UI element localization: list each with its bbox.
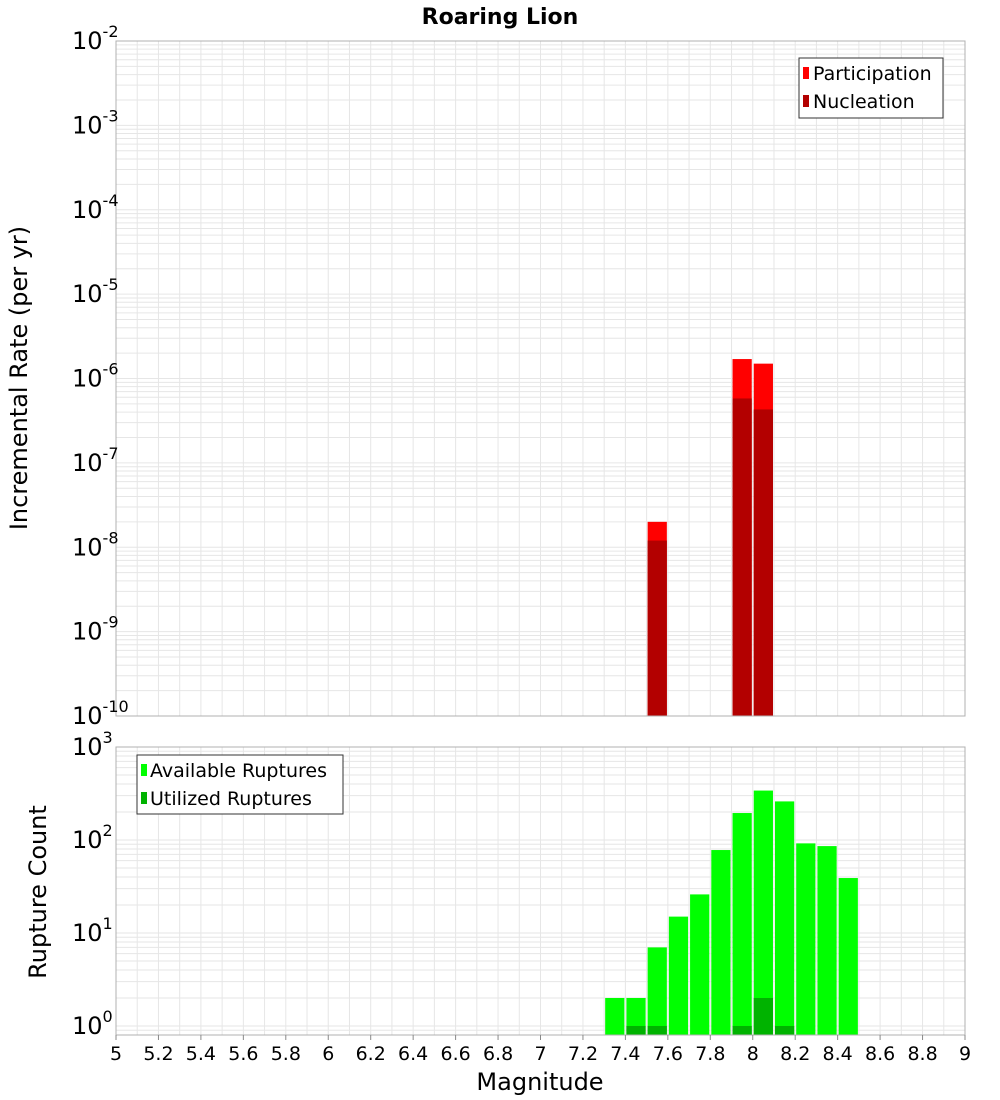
legend-utilized-label: Utilized Ruptures	[150, 788, 312, 810]
y-tick-label: 101	[72, 914, 113, 947]
x-tick-label: 5	[110, 1043, 122, 1065]
bar-utilized-ruptures	[732, 1025, 752, 1035]
y-tick-label: 100	[72, 1007, 113, 1040]
x-tick-label: 5.8	[271, 1043, 301, 1065]
bar-nucleation	[647, 540, 667, 716]
y-tick-label: 102	[72, 821, 113, 854]
y-tick-label: 10-9	[72, 613, 119, 646]
x-tick-label: 8.2	[780, 1043, 810, 1065]
legend-nucleation-label: Nucleation	[813, 91, 915, 113]
bottom-y-axis-label: Rupture Count	[24, 805, 52, 979]
x-tick-label: 7.4	[610, 1043, 640, 1065]
bottom-legend: Available Ruptures Utilized Ruptures	[136, 754, 344, 815]
x-tick-label: 6.2	[356, 1043, 386, 1065]
top-legend: Participation Nucleation	[798, 57, 944, 119]
bar-nucleation	[732, 398, 752, 716]
x-tick-label: 6.6	[440, 1043, 470, 1065]
bar-available-ruptures	[711, 850, 731, 1035]
y-tick-label: 10-6	[72, 360, 119, 393]
x-axis-label: Magnitude	[476, 1068, 603, 1096]
y-tick-label: 10-7	[72, 444, 119, 477]
x-tick-label: 6.8	[483, 1043, 513, 1065]
x-tick-label: 8.4	[823, 1043, 853, 1065]
bar-available-ruptures	[690, 894, 710, 1035]
top-y-axis-label: Incremental Rate (per yr)	[5, 226, 33, 530]
bar-nucleation	[753, 409, 773, 716]
y-tick-label: 10-4	[72, 191, 119, 224]
x-tick-label: 6	[322, 1043, 334, 1065]
y-tick-label: 10-2	[72, 22, 119, 55]
x-tick-label: 8.8	[907, 1043, 937, 1065]
bar-available-ruptures	[626, 997, 646, 1035]
x-tick-label: 8.6	[865, 1043, 895, 1065]
bar-utilized-ruptures	[647, 1025, 667, 1035]
legend-nucleation-swatch	[803, 95, 809, 107]
bar-available-ruptures	[732, 813, 752, 1035]
y-tick-label: 10-3	[72, 106, 119, 139]
bar-available-ruptures	[668, 916, 689, 1035]
x-tick-label: 9	[959, 1043, 971, 1065]
y-tick-label: 10-10	[72, 697, 129, 730]
bar-available-ruptures	[838, 878, 858, 1035]
bar-available-ruptures	[796, 843, 816, 1035]
bottom-panel: 100 101 102 103 5 5.2 5.4 5.6 5.8 6 6.2 6.4 6.6 6.8 7…	[24, 728, 971, 1096]
bar-available-ruptures	[605, 997, 625, 1035]
bar-utilized-ruptures	[626, 1025, 646, 1035]
bar-available-ruptures	[817, 846, 837, 1035]
bar-utilized-ruptures	[753, 997, 773, 1035]
x-tick-label: 7.8	[695, 1043, 725, 1065]
x-tick-label: 5.2	[143, 1043, 173, 1065]
x-tick-label: 5.4	[186, 1043, 216, 1065]
legend-participation-label: Participation	[813, 63, 932, 85]
y-tick-label: 10-5	[72, 275, 119, 308]
legend-utilized-swatch	[141, 792, 147, 804]
legend-available-swatch	[141, 764, 147, 776]
bar-utilized-ruptures	[774, 1025, 795, 1035]
legend-participation-swatch	[803, 67, 809, 79]
x-tick-label: 7.2	[568, 1043, 598, 1065]
y-tick-label: 103	[72, 728, 113, 761]
x-tick-label: 7	[534, 1043, 546, 1065]
top-panel: 10-10 10-9 10-8 10-7 10-6 10-5 10-4 10-3 10-2 In…	[5, 22, 966, 730]
x-tick-label: 6.4	[398, 1043, 428, 1065]
legend-available-label: Available Ruptures	[150, 760, 327, 782]
x-tick-label: 5.6	[228, 1043, 258, 1065]
bar-available-ruptures	[774, 801, 795, 1035]
x-tick-label: 8	[747, 1043, 759, 1065]
bar-available-ruptures	[647, 947, 667, 1035]
chart-title: Roaring Lion	[422, 5, 579, 30]
top-plot-frame	[115, 40, 966, 717]
bar-available-ruptures	[753, 790, 773, 1035]
y-tick-label: 10-8	[72, 528, 119, 561]
x-tick-label: 7.6	[653, 1043, 683, 1065]
